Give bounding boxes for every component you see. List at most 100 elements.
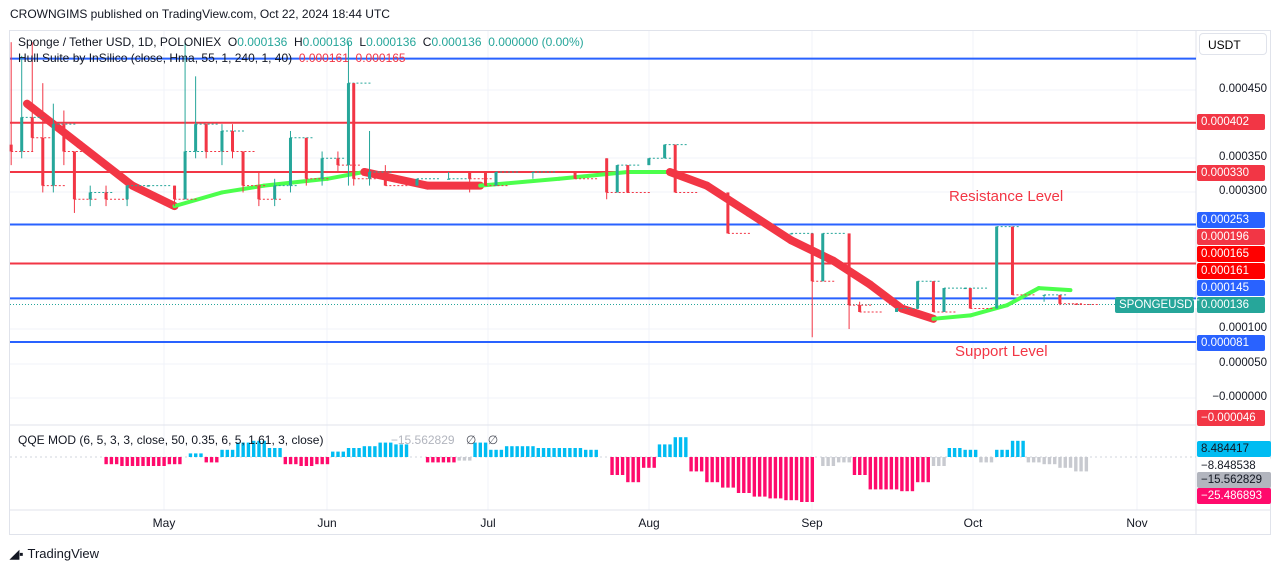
qqe-histogram-bar <box>172 457 177 465</box>
tradingview-logo[interactable]: ◢▪ TradingView <box>10 546 99 561</box>
qqe-histogram-bar <box>109 457 114 465</box>
qqe-histogram-bar <box>215 457 219 463</box>
qqe-histogram-bar <box>699 457 704 472</box>
qqe-histogram-bar <box>267 448 272 457</box>
candle-body <box>88 192 92 200</box>
candle-body <box>483 171 487 186</box>
qqe-histogram-bar <box>884 457 888 490</box>
qqe-histogram-bar <box>810 457 815 502</box>
hull-legend[interactable]: Hull Suite by InSilico (close, Hma, 55, … <box>18 51 406 65</box>
hull-band-segment <box>75 140 137 190</box>
candle-body <box>968 288 972 309</box>
close-value: 0.000136 <box>431 35 482 49</box>
candle-body <box>288 137 292 186</box>
candle-body <box>647 158 651 166</box>
candle-body <box>931 281 935 312</box>
candle-body <box>220 130 224 152</box>
price-tag: 0.000253 <box>1197 212 1265 228</box>
qqe-histogram-bar <box>673 437 677 457</box>
qqe-histogram-bar <box>778 457 783 499</box>
qqe-histogram-bar <box>399 444 403 457</box>
candle-body <box>810 233 814 282</box>
qqe-histogram-bar <box>146 457 150 466</box>
price-tag: 0.000081 <box>1197 335 1265 351</box>
candle-body <box>383 171 387 186</box>
qqe-histogram-bar <box>125 457 129 466</box>
qqe-histogram-bar <box>952 448 957 457</box>
currency-button[interactable]: USDT <box>1199 33 1267 55</box>
qqe-tag: −25.486893 <box>1197 488 1271 504</box>
candle-body <box>183 151 187 200</box>
candle-body <box>368 171 372 179</box>
qqe-histogram-bar <box>894 457 899 490</box>
qqe-histogram-bar <box>309 457 314 466</box>
symbol-name: Sponge / Tether USD, 1D, POLONIEX <box>18 35 222 49</box>
qqe-histogram-bar <box>731 457 735 488</box>
qqe-histogram-bar <box>805 457 809 502</box>
candle-body <box>62 124 66 152</box>
qqe-histogram-bar <box>573 448 577 457</box>
qqe-histogram-bar <box>1047 457 1052 465</box>
candle-body <box>320 158 324 179</box>
qqe-histogram-bar <box>367 446 372 457</box>
qqe-histogram-bar <box>1068 457 1073 468</box>
qqe-histogram-bar <box>188 453 193 457</box>
brand-name: TradingView <box>27 546 100 561</box>
price-tag: 0.000165 <box>1197 246 1265 262</box>
qqe-histogram-bar <box>136 457 140 466</box>
qqe-histogram-bar <box>167 457 172 465</box>
price-tick: 0.000450 <box>1219 83 1267 95</box>
qqe-histogram-bar <box>1000 449 1004 457</box>
qqe-histogram-bar <box>842 457 846 463</box>
qqe-histogram-bar <box>1016 440 1020 457</box>
qqe-histogram-bar <box>504 446 509 457</box>
qqe-histogram-bar <box>526 446 530 457</box>
hull-band-segment <box>262 176 330 188</box>
qqe-histogram-bar <box>705 457 709 483</box>
qqe-histogram-bar <box>937 457 941 466</box>
qqe-histogram-bar <box>288 457 293 465</box>
qqe-histogram-bar <box>931 457 936 466</box>
support-annotation: Support Level <box>955 343 1048 360</box>
qqe-histogram-bar <box>889 457 894 490</box>
candle-body <box>104 192 108 200</box>
hull-band-segment <box>1005 286 1041 308</box>
qqe-histogram-bar <box>510 446 514 457</box>
qqe-histogram-bar <box>494 449 498 457</box>
qqe-histogram-bar <box>162 457 166 466</box>
qqe-histogram-bar <box>341 451 345 457</box>
qqe-histogram-bar <box>373 446 377 457</box>
qqe-histogram-bar <box>489 449 493 457</box>
candle-body <box>194 124 198 152</box>
qqe-histogram-bar <box>457 457 461 461</box>
price-tick: 0.000050 <box>1219 357 1267 369</box>
qqe-histogram-bar <box>346 448 351 457</box>
qqe-histogram-bar <box>294 457 298 465</box>
qqe-histogram-bar <box>499 449 504 457</box>
qqe-legend[interactable]: QQE MOD (6, 5, 3, 3, close, 50, 0.35, 6,… <box>18 433 498 447</box>
qqe-histogram-bar <box>794 457 799 501</box>
candle-body <box>273 185 277 200</box>
symbol-tag: SPONGEUSDT <box>1115 297 1200 313</box>
symbol-legend[interactable]: Sponge / Tether USD, 1D, POLONIEX O 0.000… <box>18 35 584 49</box>
candle-body <box>726 192 730 234</box>
qqe-histogram-bar <box>515 446 519 457</box>
qqe-histogram-bar <box>847 457 851 463</box>
open-label: O <box>227 35 238 49</box>
qqe-histogram-bar <box>615 457 620 475</box>
candle-body <box>916 281 920 309</box>
time-label: Jul <box>480 516 496 530</box>
qqe-histogram-bar <box>283 457 288 465</box>
qqe-histogram-bar <box>836 457 841 463</box>
price-tag: 0.000136 <box>1197 297 1265 313</box>
qqe-histogram-bar <box>1042 457 1046 465</box>
qqe-histogram-bar <box>1005 449 1009 457</box>
qqe-histogram-bar <box>652 457 656 468</box>
qqe-histogram-bar <box>194 453 198 457</box>
qqe-histogram-bar <box>610 457 614 475</box>
qqe-histogram-bar <box>1026 457 1031 463</box>
hull-band-segment <box>172 190 224 209</box>
qqe-histogram-bar <box>541 448 546 457</box>
qqe-histogram-bar <box>299 457 303 466</box>
